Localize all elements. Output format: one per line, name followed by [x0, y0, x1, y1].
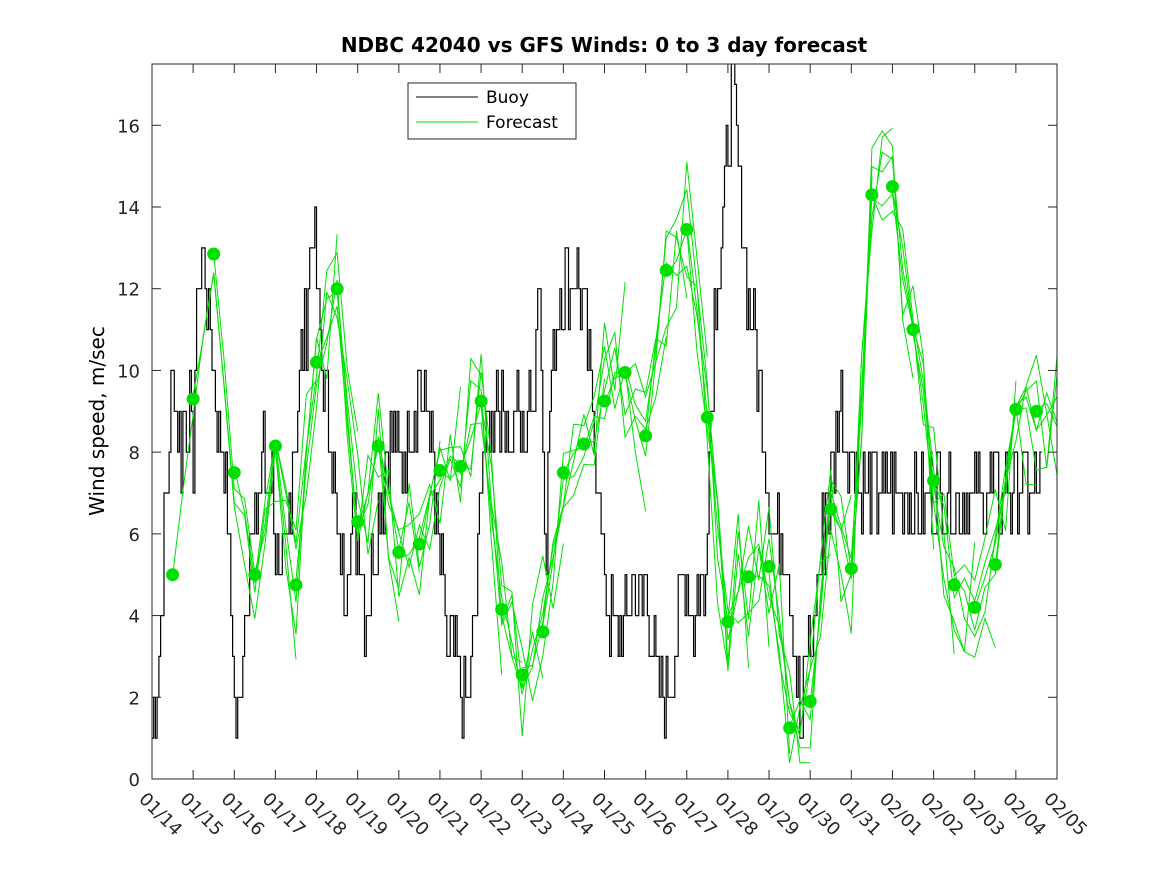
forecast-marker	[495, 602, 509, 616]
forecast-run-line	[316, 306, 441, 589]
forecast-run-line	[830, 151, 955, 655]
forecast-marker	[1009, 402, 1023, 416]
forecast-marker	[268, 439, 282, 453]
series-layer	[152, 64, 1057, 764]
forecast-marker	[865, 188, 879, 202]
forecast-run-line	[994, 385, 1057, 567]
forecast-run-line	[336, 282, 461, 597]
chart-title: NDBC 42040 vs GFS Winds: 0 to 3 day fore…	[341, 33, 868, 57]
forecast-marker	[392, 545, 406, 559]
forecast-marker	[474, 394, 488, 408]
y-axis-label: Wind speed, m/sec	[85, 326, 109, 516]
forecast-marker	[927, 474, 941, 488]
y-tick-label: 12	[117, 280, 140, 301]
forecast-run-line	[377, 379, 503, 675]
forecast-marker	[844, 562, 858, 576]
forecast-run-line	[583, 161, 708, 449]
forecast-marker	[577, 437, 591, 451]
forecast-marker	[639, 429, 653, 443]
forecast-marker	[227, 466, 241, 480]
forecast-marker	[968, 600, 982, 614]
legend: Buoy Forecast	[407, 82, 577, 140]
forecast-marker	[618, 365, 632, 379]
forecast-marker	[556, 466, 570, 480]
legend-buoy-label: Buoy	[486, 88, 529, 108]
forecast-marker	[412, 537, 426, 551]
y-tick-label: 4	[129, 607, 140, 628]
forecast-marker	[741, 570, 755, 584]
forecast-run-line	[768, 127, 893, 732]
forecast-marker	[515, 668, 529, 682]
forecast-marker	[824, 502, 838, 516]
forecast-marker	[454, 459, 468, 473]
forecast-marker	[783, 721, 797, 735]
forecast-marker	[330, 282, 344, 296]
forecast-marker	[310, 355, 324, 369]
forecast-marker	[906, 323, 920, 337]
forecast-marker	[1029, 404, 1043, 418]
forecast-marker	[762, 560, 776, 574]
forecast-marker	[248, 568, 262, 582]
forecast-marker	[166, 568, 180, 582]
forecast-run-line	[645, 261, 770, 663]
y-tick-label: 6	[129, 525, 140, 546]
y-tick-label: 2	[129, 688, 140, 709]
forecast-marker	[988, 558, 1002, 571]
forecast-run-line	[706, 409, 832, 737]
forecast-marker	[680, 222, 694, 236]
forecast-marker	[885, 180, 899, 194]
forecast-marker	[536, 625, 550, 639]
forecast-marker	[947, 578, 961, 592]
forecast-marker	[721, 615, 735, 629]
forecast-marker	[207, 247, 221, 261]
y-tick-label: 16	[117, 116, 140, 137]
y-tick-label: 0	[129, 770, 140, 791]
forecast-marker	[433, 464, 447, 478]
legend-box	[407, 82, 577, 140]
y-tick-label: 10	[117, 361, 140, 382]
forecast-run-line	[1015, 391, 1057, 433]
forecast-marker	[186, 392, 200, 406]
forecast-run-line	[933, 356, 1057, 638]
forecast-marker	[803, 694, 817, 708]
forecast-marker	[598, 394, 611, 408]
forecast-run-line	[192, 273, 317, 593]
forecast-marker	[659, 263, 673, 277]
legend-forecast-label: Forecast	[486, 113, 558, 133]
forecast-marker	[371, 439, 385, 453]
forecast-marker	[351, 515, 365, 529]
y-tick-label: 8	[129, 443, 140, 464]
forecast-marker	[289, 578, 303, 592]
forecast-run-line	[460, 422, 585, 701]
forecast-marker	[700, 410, 714, 424]
buoy-series-line	[152, 64, 1042, 739]
forecast-run-line	[542, 332, 667, 626]
axes-box	[151, 63, 1058, 780]
y-tick-label: 14	[117, 198, 140, 219]
forecast-run-line	[480, 378, 605, 695]
forecast-run-line	[809, 154, 935, 702]
